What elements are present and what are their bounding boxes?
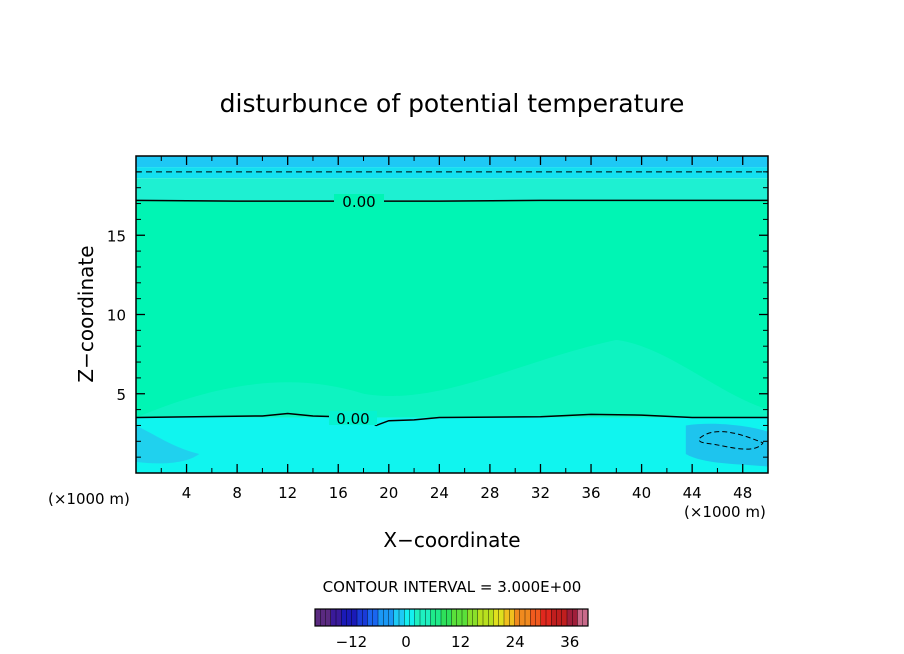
colorbar-cell: [404, 608, 411, 627]
colorbar-cell: [551, 608, 558, 627]
colorbar-cell: [425, 608, 432, 627]
colorbar-cell: [467, 608, 474, 627]
field-bands: [136, 156, 768, 473]
colorbar-cell: [472, 608, 479, 627]
field-band-2: [136, 178, 768, 201]
colorbar-cell: [383, 608, 390, 627]
x-tick-label: 44: [683, 484, 702, 502]
colorbar-cell: [493, 608, 500, 627]
x-axis-label: X−coordinate: [383, 528, 520, 552]
contour-interval-text: CONTOUR INTERVAL = 3.000E+00: [323, 578, 582, 596]
contour-label-lower: 0.00: [336, 410, 369, 428]
colorbar-cell: [498, 608, 505, 627]
colorbar-cell: [341, 608, 348, 627]
x-tick-label: 28: [480, 484, 499, 502]
colorbar-cell: [440, 608, 447, 627]
colorbar-cell: [566, 608, 573, 627]
colorbar-cell: [430, 608, 437, 627]
colorbar-cell: [577, 608, 584, 627]
colorbar-tick-label: −12: [336, 633, 368, 651]
y-tick-label: 15: [107, 227, 126, 245]
colorbar-cell: [456, 608, 463, 627]
contour-zero-1: [136, 412, 768, 427]
colorbar-tick-label: 0: [401, 633, 411, 651]
colorbar-cell: [503, 608, 510, 627]
colorbar-cell: [362, 608, 369, 627]
colorbar-cell: [320, 608, 327, 627]
colorbar-cell: [346, 608, 353, 627]
colorbar-cell: [530, 608, 537, 627]
field-band-0: [136, 156, 768, 168]
contour-zero-0: [136, 199, 768, 202]
plot-area: [136, 156, 768, 473]
field-shading-mid: [136, 339, 768, 418]
x-tick-label: 20: [379, 484, 398, 502]
colorbar-cell: [419, 608, 426, 627]
colorbar-cell: [330, 608, 337, 627]
field-shading-left: [136, 425, 200, 464]
colorbar-tick-label: 36: [560, 633, 579, 651]
colorbar-cell: [488, 608, 495, 627]
colorbar-cell: [356, 608, 363, 627]
x-tick-label: 32: [531, 484, 550, 502]
colorbar-cell: [325, 608, 332, 627]
field-band-4: [136, 417, 768, 473]
field-band-1: [136, 167, 768, 179]
colorbar-cell: [514, 608, 521, 627]
colorbar-tick-label: 24: [506, 633, 525, 651]
field-shading-right: [685, 423, 768, 467]
chart-title: disturbunce of potential temperature: [220, 89, 685, 118]
colorbar-cell: [414, 608, 421, 627]
colorbar-cell: [509, 608, 516, 627]
colorbar-cell: [482, 608, 489, 627]
y-tick-label: 10: [107, 307, 126, 325]
colorbar-cell: [461, 608, 468, 627]
contour-lines: [136, 171, 768, 450]
colorbar-cell: [524, 608, 531, 627]
colorbar: −12 0 12 24 36: [314, 608, 589, 651]
colorbar-cell: [519, 608, 526, 627]
contour-label-gap-lower: [329, 411, 377, 425]
colorbar-cell: [556, 608, 563, 627]
colorbar-cell: [545, 608, 552, 627]
colorbar-cell: [446, 608, 453, 627]
y-tick-label: 5: [116, 386, 126, 404]
colorbar-cell: [398, 608, 405, 627]
x-tick-label: 40: [632, 484, 651, 502]
colorbar-cell: [435, 608, 442, 627]
colorbar-cell: [477, 608, 484, 627]
x-tick-label: 8: [232, 484, 242, 502]
colorbar-cell: [367, 608, 374, 627]
x-tick-label: 36: [581, 484, 600, 502]
colorbar-cell: [561, 608, 568, 627]
colorbar-tick-label: 12: [451, 633, 470, 651]
colorbar-cell: [540, 608, 547, 627]
colorbar-cell: [393, 608, 400, 627]
colorbar-cell: [535, 608, 542, 627]
x-tick-label: 48: [733, 484, 752, 502]
field-shading: [136, 339, 768, 467]
x-tick-label: 4: [182, 484, 192, 502]
x-tick-label: 16: [329, 484, 348, 502]
colorbar-cell: [572, 608, 579, 627]
x-tick-label: 12: [278, 484, 297, 502]
colorbar-cell: [451, 608, 458, 627]
colorbar-cell: [377, 608, 384, 627]
y-axis-label: Z−coordinate: [74, 245, 98, 382]
contour-dashed-lowerright: [698, 431, 764, 450]
x-tick-label: 24: [430, 484, 449, 502]
y-units-label: (×1000 m): [48, 490, 130, 508]
colorbar-cell: [388, 608, 395, 627]
x-units-label: (×1000 m): [684, 503, 766, 521]
contour-label-upper: 0.00: [342, 193, 375, 211]
colorbar-frame: [314, 608, 589, 627]
colorbar-cell: [372, 608, 379, 627]
colorbar-cell: [314, 608, 321, 627]
colorbar-cell: [335, 608, 342, 627]
colorbar-cell: [409, 608, 416, 627]
contour-label-gap-upper: [334, 194, 384, 208]
colorbar-cell: [351, 608, 358, 627]
